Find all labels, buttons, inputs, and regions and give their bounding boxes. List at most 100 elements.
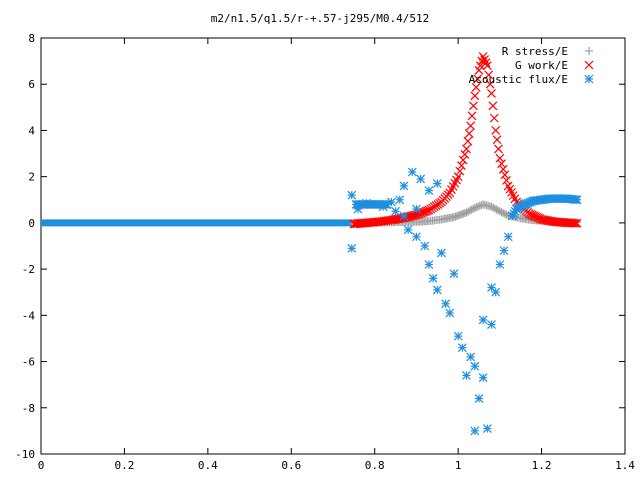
acoustic-flux-point bbox=[347, 243, 357, 253]
acoustic-flux-point bbox=[470, 426, 480, 436]
y-tick-label: 6 bbox=[28, 78, 35, 91]
g-work-point bbox=[481, 58, 491, 68]
legend-marker bbox=[585, 47, 593, 55]
g-work-point bbox=[455, 166, 465, 176]
g-work-point bbox=[498, 164, 508, 174]
r-stress-point bbox=[464, 207, 473, 216]
g-work-point bbox=[500, 170, 510, 180]
axis-ticks: 0 0.2 0.4 0.6 0.8 1 1.2 1.4 8 6 4 2 0 -2 -4 -6 -8 -10 bbox=[15, 32, 635, 472]
acoustic-flux-point bbox=[399, 181, 409, 191]
g-work-point bbox=[478, 52, 488, 61]
g-work-point bbox=[413, 209, 423, 219]
g-work-point bbox=[489, 113, 499, 123]
g-work-point bbox=[488, 101, 498, 111]
r-stress-point bbox=[470, 203, 479, 212]
acoustic-flux-point bbox=[478, 373, 488, 383]
g-work-point bbox=[494, 144, 503, 154]
r-stress-point bbox=[465, 206, 474, 215]
r-stress-point bbox=[492, 205, 501, 214]
plot-frame bbox=[40, 37, 626, 455]
r-stress-point bbox=[474, 202, 483, 211]
r-stress-point bbox=[469, 204, 478, 213]
acoustic-flux-point bbox=[437, 248, 446, 258]
acoustic-flux-point bbox=[487, 320, 496, 330]
acoustic-flux-point bbox=[466, 352, 476, 362]
acoustic-flux-point bbox=[424, 186, 434, 195]
g-work-point bbox=[469, 101, 478, 111]
g-work-point bbox=[491, 126, 501, 135]
y-tick-label: -4 bbox=[22, 309, 36, 322]
x-tick-label: 0.8 bbox=[365, 459, 385, 472]
legend-label: R stress/E bbox=[502, 45, 568, 58]
acoustic-flux-point bbox=[420, 241, 430, 251]
g-work-point bbox=[458, 155, 468, 165]
g-work-point bbox=[419, 207, 429, 217]
acoustic-flux-point bbox=[495, 260, 505, 269]
g-work-point bbox=[480, 55, 489, 64]
acoustic-flux-point bbox=[432, 179, 442, 189]
acoustic-flux-point bbox=[478, 315, 488, 325]
g-work-point bbox=[462, 144, 471, 154]
g-work-point bbox=[492, 135, 502, 145]
acoustic-flux-point bbox=[428, 273, 438, 283]
g-work-point bbox=[467, 111, 477, 121]
acoustic-flux-point bbox=[412, 232, 421, 242]
g-work-point bbox=[466, 121, 476, 131]
r-stress-point bbox=[500, 209, 509, 218]
x-tick-label: 1.4 bbox=[615, 459, 635, 472]
acoustic-flux-point bbox=[453, 331, 463, 341]
acoustic-flux-point bbox=[412, 204, 421, 214]
acoustic-flux-point bbox=[382, 199, 392, 209]
acoustic-flux-point bbox=[347, 190, 357, 200]
g-work-point bbox=[495, 153, 505, 163]
legend-marker bbox=[584, 60, 594, 70]
r-stress-point bbox=[495, 207, 504, 216]
acoustic-flux-point bbox=[470, 361, 480, 371]
r-stress-point bbox=[489, 203, 498, 212]
y-tick-label: -10 bbox=[15, 448, 35, 461]
acoustic-flux-point bbox=[416, 174, 426, 184]
acoustic-flux-point bbox=[499, 246, 509, 256]
r-stress-point bbox=[487, 202, 496, 211]
acoustic-flux-point bbox=[441, 299, 451, 309]
acoustic-flux-point bbox=[449, 269, 459, 279]
legend-marker bbox=[584, 74, 594, 84]
g-work-point bbox=[457, 161, 466, 170]
g-work-point bbox=[487, 89, 496, 98]
acoustic-flux-point bbox=[403, 225, 413, 235]
g-work-point bbox=[463, 136, 473, 146]
acoustic-flux-point bbox=[482, 424, 492, 434]
g-work-point bbox=[453, 172, 463, 182]
g-work-point bbox=[473, 74, 483, 84]
y-tick-label: 8 bbox=[28, 32, 35, 45]
g-work-point bbox=[464, 129, 474, 138]
r-stress-point bbox=[472, 203, 481, 212]
acoustic-flux-point bbox=[407, 167, 417, 177]
r-stress-point bbox=[494, 206, 503, 215]
acoustic-flux-point bbox=[395, 195, 405, 205]
chart-title: m2/n1.5/q1.5/r-+.57-j295/M0.4/512 bbox=[211, 12, 430, 25]
g-work-point bbox=[497, 159, 506, 169]
g-work-point bbox=[418, 208, 428, 217]
acoustic-flux-point bbox=[491, 287, 501, 297]
legend-label: Acoustic flux/E bbox=[469, 73, 568, 86]
g-work-point bbox=[482, 61, 492, 71]
x-tick-label: 0 bbox=[38, 459, 45, 472]
g-work-point bbox=[471, 82, 481, 92]
y-tick-label: 2 bbox=[28, 171, 35, 184]
x-tick-label: 1.2 bbox=[532, 459, 552, 472]
x-tick-label: 0.6 bbox=[281, 459, 301, 472]
y-tick-label: -2 bbox=[22, 263, 35, 276]
g-work-point bbox=[485, 79, 495, 89]
r-stress-point bbox=[467, 205, 476, 214]
x-tick-label: 0.4 bbox=[198, 459, 218, 472]
g-work-point bbox=[460, 150, 470, 159]
g-work-point bbox=[570, 218, 580, 228]
g-work-point bbox=[569, 218, 578, 228]
y-tick-label: 4 bbox=[28, 124, 35, 137]
acoustic-flux-point bbox=[432, 285, 442, 295]
r-stress-point bbox=[475, 201, 484, 210]
g-work-point bbox=[502, 175, 511, 185]
